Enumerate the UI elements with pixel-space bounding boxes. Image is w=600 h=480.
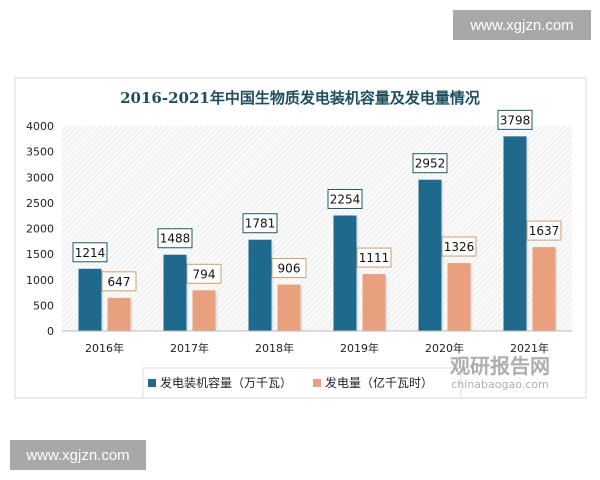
data-label-box xyxy=(356,247,392,268)
data-label-box xyxy=(271,258,307,279)
watermark-bottom: www.xgjzn.com xyxy=(10,440,146,470)
y-tick-label: 3500 xyxy=(26,146,54,159)
data-label-box xyxy=(242,213,278,234)
data-label: 1111 xyxy=(359,251,390,265)
data-label: 2254 xyxy=(330,192,361,206)
x-tick-label: 2019年 xyxy=(340,341,379,355)
data-label: 647 xyxy=(108,275,131,289)
data-label-box xyxy=(101,271,137,292)
y-tick-label: 3000 xyxy=(26,171,54,184)
data-label: 3798 xyxy=(500,113,531,127)
data-label-box xyxy=(412,153,448,174)
data-label-box xyxy=(72,242,108,263)
data-label-box xyxy=(327,188,363,209)
legend-label-generation: 发电量（亿千瓦时） xyxy=(325,375,433,390)
legend-swatch-capacity xyxy=(148,379,156,387)
bar-capacity xyxy=(418,179,442,331)
data-label-box xyxy=(526,220,562,241)
bar-generation xyxy=(447,263,471,331)
data-label-box xyxy=(497,109,533,130)
x-tick-label: 2020年 xyxy=(425,341,464,355)
y-tick-label: 0 xyxy=(47,325,54,338)
watermark-top: www.xgjzn.com xyxy=(453,10,591,40)
plot-area xyxy=(62,126,572,331)
legend-swatch-generation xyxy=(313,379,321,387)
data-label: 1326 xyxy=(444,240,475,254)
x-tick-label: 2017年 xyxy=(170,341,209,355)
bar-capacity xyxy=(248,239,272,331)
legend xyxy=(142,367,462,399)
x-tick-label: 2016年 xyxy=(85,341,124,355)
bar-capacity xyxy=(333,215,357,331)
watermark-logo-en: chinabaogao.com xyxy=(451,378,549,391)
data-label: 794 xyxy=(193,267,216,281)
y-tick-label: 2500 xyxy=(26,197,54,210)
y-tick-label: 4000 xyxy=(26,120,54,133)
chart-title: 2016-2021年中国生物质发电装机容量及发电量情况 xyxy=(120,89,480,107)
bar-generation xyxy=(532,247,556,331)
bar-generation xyxy=(362,274,386,331)
bar-capacity xyxy=(78,268,102,331)
data-label-box xyxy=(186,263,222,284)
data-label: 906 xyxy=(278,262,301,276)
data-label: 1488 xyxy=(160,232,191,246)
data-label-box xyxy=(157,228,193,249)
data-label-box xyxy=(441,236,477,257)
data-label: 1781 xyxy=(245,217,276,231)
x-tick-label: 2018年 xyxy=(255,341,294,355)
y-tick-label: 1500 xyxy=(26,248,54,261)
y-tick-label: 1000 xyxy=(26,274,54,287)
data-label: 2952 xyxy=(415,157,446,171)
y-tick-label: 2000 xyxy=(26,223,54,236)
watermark-logo-cn: 观研报告网 xyxy=(450,354,550,378)
legend-label-capacity: 发电装机容量（万千瓦） xyxy=(160,375,292,390)
data-label: 1214 xyxy=(75,246,106,260)
bar-capacity xyxy=(503,136,527,331)
x-tick-label: 2021年 xyxy=(510,341,549,355)
bar-generation xyxy=(192,290,216,331)
bar-capacity xyxy=(163,254,187,331)
y-tick-label: 500 xyxy=(33,299,54,312)
data-label: 1637 xyxy=(529,224,560,238)
bar-generation xyxy=(107,297,131,331)
bar-generation xyxy=(277,284,301,331)
